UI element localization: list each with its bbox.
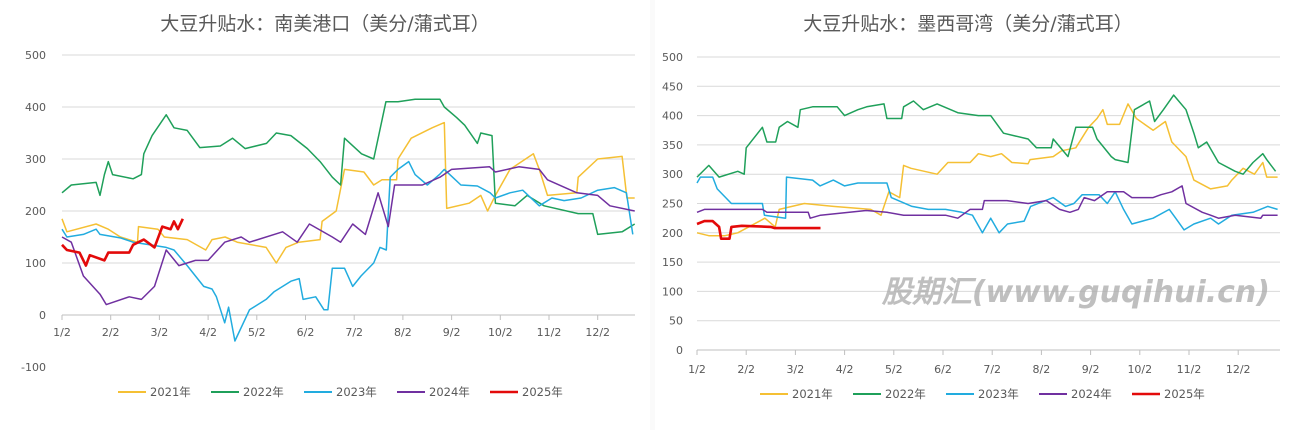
y-tick-label: 200 xyxy=(662,227,683,240)
y-tick-label: 0 xyxy=(39,309,46,322)
x-tick-label: 3/2 xyxy=(151,326,169,339)
y-tick-label: 0 xyxy=(676,344,683,357)
x-tick-label: 5/2 xyxy=(885,363,903,376)
y-tick-label: 200 xyxy=(25,205,46,218)
x-tick-label: 2/2 xyxy=(102,326,120,339)
legend-label: 2022年 xyxy=(243,385,284,399)
x-tick-label: 4/2 xyxy=(199,326,217,339)
x-tick-label: 2/2 xyxy=(737,363,755,376)
x-tick-label: 5/2 xyxy=(248,326,266,339)
legend-label: 2024年 xyxy=(429,385,470,399)
legend-label: 2023年 xyxy=(978,387,1019,401)
x-tick-label: 9/2 xyxy=(1082,363,1100,376)
series-line-2021 xyxy=(696,103,1278,237)
x-tick-label: 12/2 xyxy=(1226,363,1251,376)
legend-label: 2025年 xyxy=(522,385,563,399)
legend-label: 2022年 xyxy=(885,387,926,401)
x-tick-label: 8/2 xyxy=(394,326,412,339)
y-tick-label: 250 xyxy=(662,198,683,211)
series-line-2022 xyxy=(696,94,1277,178)
x-tick-label: 12/2 xyxy=(585,326,610,339)
x-tick-label: 3/2 xyxy=(787,363,805,376)
x-tick-label: 11/2 xyxy=(537,326,562,339)
chart-title-gulf-of-mexico: 大豆升贴水：墨西哥湾（美分/蒲式耳） xyxy=(803,13,1132,35)
x-tick-label: 10/2 xyxy=(488,326,513,339)
x-tick-label: 7/2 xyxy=(345,326,363,339)
y-tick-label: 450 xyxy=(662,80,683,93)
series-line-2024 xyxy=(696,185,1278,219)
x-tick-label: 1/2 xyxy=(688,363,706,376)
x-tick-label: 9/2 xyxy=(443,326,461,339)
legend-label: 2021年 xyxy=(150,385,191,399)
series-line-2023 xyxy=(696,176,1278,234)
y-tick-label: 400 xyxy=(25,101,46,114)
y-tick-label: 300 xyxy=(662,168,683,181)
series-line-2024 xyxy=(61,166,635,306)
y-tick-label: 400 xyxy=(662,110,683,123)
y-tick-label: 100 xyxy=(25,257,46,270)
chart-south-america: 500 400 300 200 100 0 -100 1/2 2/2 3/2 4/2 5/2 6/2 7/… xyxy=(21,49,636,399)
legend-label: 2025年 xyxy=(1164,387,1205,401)
series-line-2025 xyxy=(61,218,184,267)
x-tick-label: 10/2 xyxy=(1127,363,1152,376)
legend-label: 2021年 xyxy=(792,387,833,401)
y-tick-label: 100 xyxy=(662,285,683,298)
legend-label: 2024年 xyxy=(1071,387,1112,401)
y-tick-label: 500 xyxy=(662,51,683,64)
y-tick-label: 350 xyxy=(662,139,683,152)
series-line-2025 xyxy=(696,219,821,240)
y-tick-label: 500 xyxy=(25,49,46,62)
y-tick-label: 50 xyxy=(669,315,683,328)
x-tick-label: 7/2 xyxy=(983,363,1001,376)
x-tick-label: 6/2 xyxy=(934,363,952,376)
y-tick-label: 300 xyxy=(25,153,46,166)
x-tick-label: 1/2 xyxy=(53,326,71,339)
y-tick-label: 150 xyxy=(662,256,683,269)
y-tick-label: -100 xyxy=(21,361,46,374)
series-line-2022 xyxy=(61,98,636,236)
x-tick-label: 4/2 xyxy=(836,363,854,376)
chart-title-south-america: 大豆升贴水：南美港口（美分/蒲式耳） xyxy=(160,13,489,35)
chart-divider xyxy=(650,0,655,430)
x-tick-label: 8/2 xyxy=(1033,363,1051,376)
series-line-2023 xyxy=(61,160,634,342)
x-tick-label: 11/2 xyxy=(1177,363,1202,376)
watermark: 股期汇(www.guqihui.cn) xyxy=(881,275,1270,310)
x-tick-label: 6/2 xyxy=(297,326,315,339)
legend-label: 2023年 xyxy=(336,385,377,399)
